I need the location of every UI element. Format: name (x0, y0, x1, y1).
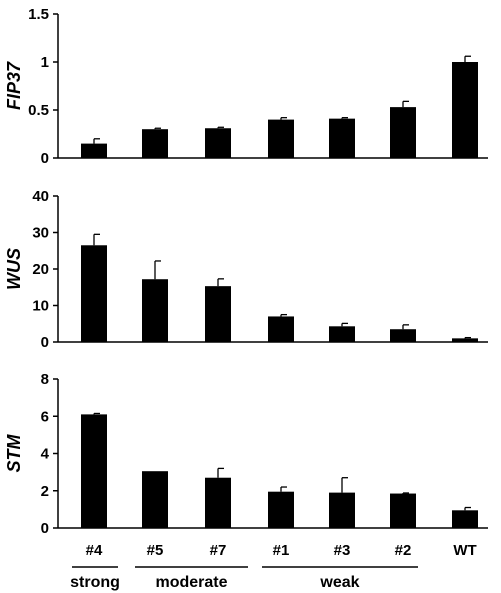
bar-#7 (205, 128, 231, 158)
y-axis-label: FIP37 (4, 61, 24, 110)
y-tick-label: 4 (41, 446, 50, 463)
group-label-strong: strong (70, 574, 120, 591)
y-tick-label: 8 (41, 371, 49, 388)
y-tick-label: 2 (41, 483, 49, 500)
y-tick-label: 20 (32, 261, 49, 278)
bar-#7 (205, 286, 231, 342)
bar-WT (452, 62, 478, 158)
bar-#2 (390, 107, 416, 158)
bar-#4 (81, 414, 107, 528)
category-label: #5 (147, 542, 164, 559)
bar-#2 (390, 493, 416, 528)
bar-#3 (329, 492, 355, 528)
category-label: #7 (210, 542, 227, 559)
bar-#4 (81, 143, 107, 158)
category-label: WT (453, 542, 476, 559)
panel-stm: 0 2 4 6 8 STM (4, 371, 488, 537)
bar-#4 (81, 245, 107, 342)
bar-WT (452, 338, 478, 342)
category-label: #3 (334, 542, 351, 559)
category-label: #4 (86, 542, 103, 559)
y-tick-label: 30 (32, 225, 49, 242)
y-tick-label: 0 (41, 150, 49, 167)
group-label-moderate: moderate (155, 574, 227, 591)
y-tick-label: 1.5 (28, 6, 49, 23)
panel-fip37: 0 0.5 1 1.5 FIP37 (4, 6, 488, 167)
bar-#3 (329, 118, 355, 158)
y-tick-label: 1 (41, 54, 49, 71)
y-tick-label: 0.5 (28, 102, 49, 119)
panel-wus: 0 10 20 30 40 WUS (4, 188, 488, 351)
bar-#5 (142, 471, 168, 528)
bar-WT (452, 510, 478, 528)
y-axis-label: STM (4, 433, 24, 472)
y-tick-label: 6 (41, 408, 49, 425)
category-label: #2 (395, 542, 412, 559)
bar-#1 (268, 316, 294, 342)
bar-#5 (142, 279, 168, 342)
y-tick-label: 40 (32, 188, 49, 205)
bar-#3 (329, 326, 355, 342)
category-label: #1 (273, 542, 290, 559)
y-axis-label: WUS (4, 248, 24, 290)
y-tick-label: 0 (41, 334, 49, 351)
y-tick-label: 0 (41, 520, 49, 537)
bar-#5 (142, 129, 168, 158)
group-label-weak: weak (319, 574, 359, 591)
bar-#1 (268, 491, 294, 528)
bar-#7 (205, 477, 231, 528)
bar-#2 (390, 329, 416, 342)
y-tick-label: 10 (32, 298, 49, 315)
bar-#1 (268, 119, 294, 158)
